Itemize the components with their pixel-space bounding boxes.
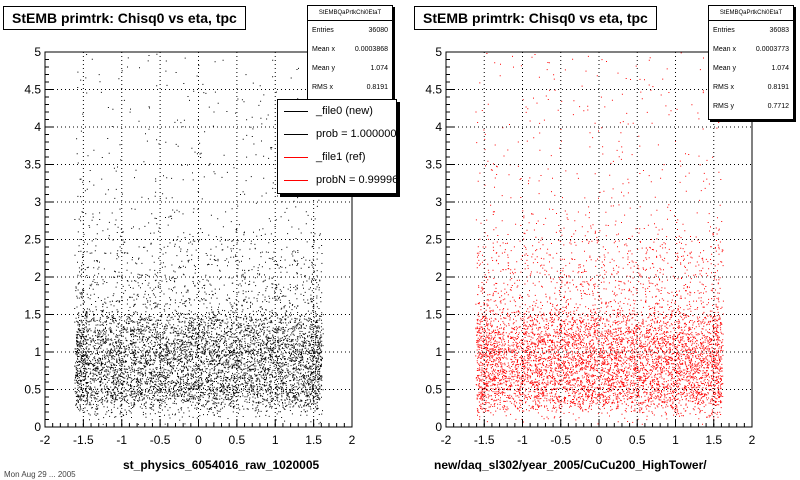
left-stats-name: StEMBQaPrtkChi0EtaT xyxy=(308,6,392,21)
right-x-tick-label: -1 xyxy=(517,433,528,447)
left-y-tick-label: 0.5 xyxy=(24,383,41,397)
left-y-tick-label: 1 xyxy=(34,345,41,359)
right-stats-mean-x: Mean x 0.0003773 xyxy=(713,46,789,53)
left-x-tick-label: 1.5 xyxy=(305,433,322,447)
left-y-axis: 0 0.5 1 1.5 2 2.5 3 3.5 4 4.5 5 xyxy=(24,45,53,434)
left-y-tick-label: 3 xyxy=(34,195,41,209)
right-y-axis: 0 0.5 1 1.5 2 2.5 3 3.5 4 4.5 5 xyxy=(425,45,454,434)
right-grid xyxy=(446,52,752,427)
left-y-tick-label: 5 xyxy=(34,45,41,59)
left-x-tick-label: 0.5 xyxy=(229,433,246,447)
right-scatter-plot: -2 -1.5 -1 -0.5 0 0.5 1 1.5 2 0 0.5 1 1.5 2 2.5 3 3.5 4 4.… xyxy=(425,45,756,447)
left-y-tick-label: 2.5 xyxy=(24,233,41,247)
left-y-tick-label: 0 xyxy=(34,420,41,434)
legend-item-probn: probN = 0.999964 xyxy=(278,171,396,189)
right-x-tick-label: 1.5 xyxy=(705,433,722,447)
left-x-tick-label: -1.5 xyxy=(73,433,94,447)
left-y-tick-label: 3.5 xyxy=(24,158,41,172)
left-stats-mean-y: Mean y 1.074 xyxy=(312,65,388,72)
left-x-tick-label: -1 xyxy=(116,433,127,447)
legend-line-file0 xyxy=(284,111,308,112)
right-stats-rms-x: RMS x 0.8191 xyxy=(713,84,789,91)
right-stats-rms-y: RMS y 0.7712 xyxy=(713,103,789,110)
right-x-tick-label: -2 xyxy=(441,433,452,447)
right-y-tick-label: 1.5 xyxy=(425,308,442,322)
left-plot-title: StEMB primtrk: Chisq0 vs eta, tpc xyxy=(3,6,246,30)
left-x-tick-label: -2 xyxy=(40,433,51,447)
right-y-tick-label: 2.5 xyxy=(425,233,442,247)
left-x-tick-label: 1 xyxy=(272,433,279,447)
legend-item-file0: _file0 (new) xyxy=(278,102,396,120)
legend-line-prob xyxy=(284,134,308,135)
left-x-axis-label: st_physics_6054016_raw_1020005 xyxy=(123,458,320,472)
left-y-tick-label: 1.5 xyxy=(24,308,41,322)
right-x-tick-label: -0.5 xyxy=(550,433,571,447)
legend-item-file1: _file1 (ref) xyxy=(278,148,396,166)
right-x-axis: -2 -1.5 -1 -0.5 0 0.5 1 1.5 2 xyxy=(441,419,756,447)
right-x-tick-label: 1 xyxy=(672,433,679,447)
right-y-tick-label: 1 xyxy=(435,345,442,359)
right-stats-mean-y: Mean y 1.074 xyxy=(713,65,789,72)
right-y-tick-label: 3 xyxy=(435,195,442,209)
right-plot-title: StEMB primtrk: Chisq0 vs eta, tpc xyxy=(414,6,657,30)
right-x-tick-label: -1.5 xyxy=(474,433,495,447)
right-plot-panel: -2 -1.5 -1 -0.5 0 0.5 1 1.5 2 0 0.5 1 1.5 2 2.5 3 3.5 4 4.… xyxy=(400,0,800,480)
left-stats-rms-x: RMS x 0.8191 xyxy=(312,84,388,91)
right-stats-name: StEMBQaPrtkChi0EtaT xyxy=(709,6,793,21)
right-y-tick-label: 4 xyxy=(435,120,442,134)
right-x-tick-label: 0 xyxy=(596,433,603,447)
timestamp-stamp: Mon Aug 29 ... 2005 xyxy=(4,470,76,479)
left-x-tick-label: 0 xyxy=(195,433,202,447)
left-y-tick-label: 2 xyxy=(34,270,41,284)
legend-line-probn xyxy=(284,180,308,181)
left-x-tick-label: 2 xyxy=(349,433,356,447)
right-y-tick-label: 5 xyxy=(435,45,442,59)
left-plot-panel: -2 -1.5 -1 -0.5 0 0.5 1 1.5 2 0 0.5 1 1.5 2 2.5 3 3.5 4 4.… xyxy=(3,5,397,472)
legend-line-file1 xyxy=(284,157,308,158)
right-x-tick-label: 0.5 xyxy=(629,433,646,447)
left-scatter-plot: -2 -1.5 -1 -0.5 0 0.5 1 1.5 2 0 0.5 1 1.5 2 2.5 3 3.5 4 4.… xyxy=(24,45,356,447)
left-x-axis: -2 -1.5 -1 -0.5 0 0.5 1 1.5 2 xyxy=(40,419,356,447)
legend-box: _file0 (new) prob = 1.000000 _file1 (ref… xyxy=(277,99,397,194)
right-stats-entries: Entries 36083 xyxy=(713,27,789,34)
right-y-tick-label: 3.5 xyxy=(425,158,442,172)
right-y-tick-label: 0.5 xyxy=(425,383,442,397)
right-y-tick-label: 0 xyxy=(435,420,442,434)
right-y-tick-label: 2 xyxy=(435,270,442,284)
right-scatter-dots xyxy=(475,52,724,425)
left-stats-mean-x: Mean x 0.0003868 xyxy=(312,46,388,53)
left-y-tick-label: 4 xyxy=(34,120,41,134)
legend-item-prob: prob = 1.000000 xyxy=(278,125,396,143)
right-scatter-points xyxy=(475,52,724,425)
right-x-tick-label: 2 xyxy=(749,433,756,447)
left-grid xyxy=(45,52,352,427)
left-y-tick-label: 4.5 xyxy=(24,83,41,97)
right-x-axis-label: new/daq_sl302/year_2005/CuCu200_HighTowe… xyxy=(434,458,707,472)
right-y-tick-label: 4.5 xyxy=(425,83,442,97)
left-stats-entries: Entries 36080 xyxy=(312,27,388,34)
left-x-tick-label: -0.5 xyxy=(150,433,171,447)
